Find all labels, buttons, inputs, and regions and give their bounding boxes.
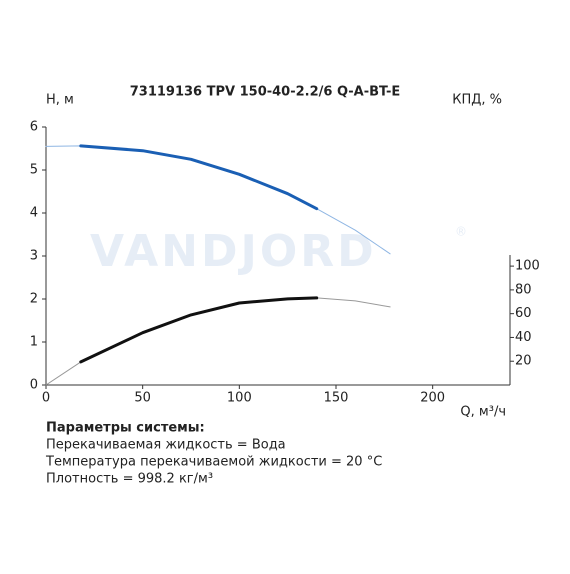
y-tick-label: 2 xyxy=(30,292,38,307)
curve xyxy=(79,296,319,364)
x-tick-label: 200 xyxy=(420,391,445,406)
curve xyxy=(79,144,319,211)
chart-title: 73119136 TPV 150-40-2.2/6 Q-A-BT-E xyxy=(130,85,401,100)
x-tick-label: 50 xyxy=(134,391,151,406)
y-tick-label: 0 xyxy=(30,378,38,393)
y2-tick-label: 20 xyxy=(515,354,532,369)
watermark: VANDJORD xyxy=(90,226,377,277)
y-tick-label: 5 xyxy=(30,163,38,178)
x-tick-label: 0 xyxy=(42,391,50,406)
y-tick-label: 1 xyxy=(30,335,38,350)
x-tick-label: 100 xyxy=(227,391,252,406)
params-line: Плотность = 998.2 кг/м³ xyxy=(46,472,213,487)
watermark-mark: ® xyxy=(455,225,467,239)
y-tick-label: 6 xyxy=(30,120,38,135)
y-tick-label: 4 xyxy=(30,206,38,221)
y-tick-label: 3 xyxy=(30,249,38,264)
y2-axis-label: КПД, % xyxy=(452,93,502,108)
params-line: Перекачиваемая жидкость = Вода xyxy=(46,438,286,453)
y-axis-label: H, м xyxy=(46,93,74,108)
params-heading: Параметры системы: xyxy=(46,421,205,436)
x-tick-label: 150 xyxy=(324,391,349,406)
x-axis-label: Q, м³/ч xyxy=(460,405,506,420)
y2-tick-label: 60 xyxy=(515,306,532,321)
params-line: Температура перекачиваемой жидкости = 20… xyxy=(45,455,382,470)
y2-tick-label: 80 xyxy=(515,282,532,297)
y2-tick-label: 40 xyxy=(515,330,532,345)
y2-tick-label: 100 xyxy=(515,259,540,274)
